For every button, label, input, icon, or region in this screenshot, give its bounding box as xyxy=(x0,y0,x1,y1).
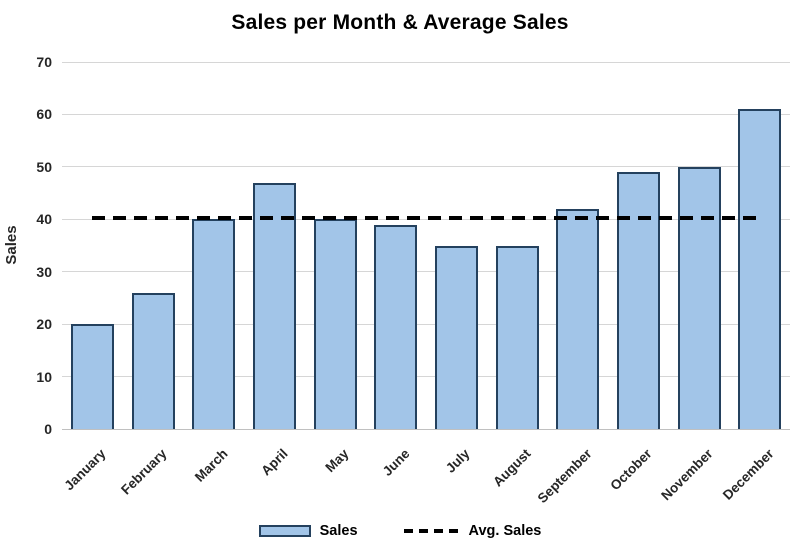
y-tick-label: 20 xyxy=(36,316,52,333)
bar-august xyxy=(495,245,539,429)
gridline xyxy=(62,376,790,378)
legend-avg-sales-swatch xyxy=(403,529,460,533)
bar-may xyxy=(313,219,357,429)
bar-january xyxy=(70,324,114,429)
gridline xyxy=(62,113,790,115)
legend-item-avg-sales: Avg. Sales xyxy=(403,523,542,539)
average-sales-line xyxy=(92,215,760,220)
gridline xyxy=(62,271,790,273)
bar-july xyxy=(434,245,478,429)
bar-october xyxy=(616,172,660,429)
bar-november xyxy=(677,166,721,429)
bar-december xyxy=(738,109,782,429)
y-tick-label: 50 xyxy=(36,158,52,175)
gridline xyxy=(62,61,790,63)
bar-march xyxy=(192,219,236,429)
legend-sales-label: Sales xyxy=(319,523,358,539)
bar-june xyxy=(374,224,418,429)
gridline xyxy=(62,166,790,168)
bar-april xyxy=(252,182,296,429)
y-tick-label: 0 xyxy=(44,421,52,437)
bar-september xyxy=(556,208,600,429)
legend-avg-sales-label: Avg. Sales xyxy=(468,523,542,539)
gridline xyxy=(62,428,790,430)
y-tick-label: 60 xyxy=(36,106,52,123)
legend: Sales Avg. Sales xyxy=(0,523,800,539)
chart-title: Sales per Month & Average Sales xyxy=(231,11,569,34)
y-tick-label: 40 xyxy=(36,211,52,228)
y-tick-label: 10 xyxy=(36,368,52,385)
gridline xyxy=(62,323,790,325)
legend-sales-swatch xyxy=(258,525,311,537)
y-tick-label: 70 xyxy=(36,54,52,70)
bar-february xyxy=(131,292,175,429)
y-tick-label: 30 xyxy=(36,263,52,280)
legend-item-sales: Sales xyxy=(258,523,358,539)
